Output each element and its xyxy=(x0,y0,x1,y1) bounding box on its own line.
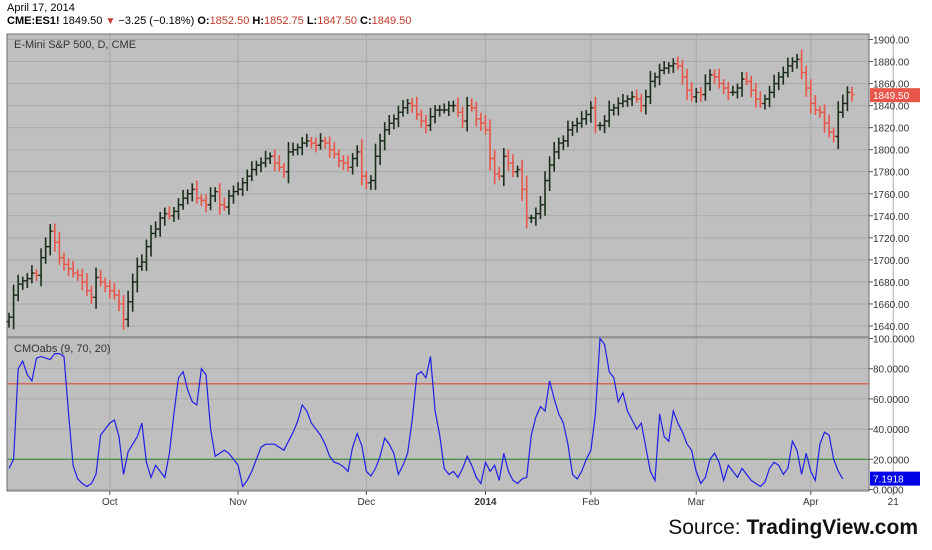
price-tick-label: 1680.00 xyxy=(873,278,910,289)
low-value: 1847.50 xyxy=(317,15,357,27)
low-label: L: xyxy=(306,15,318,27)
high-value: 1852.75 xyxy=(264,15,304,27)
chart-canvas[interactable]: 1640.00 1660.00 1680.00 1700.00 1720.00 1740.… xyxy=(0,0,932,510)
chart-frame xyxy=(6,33,870,492)
open-label: O: xyxy=(197,15,210,27)
time-tick-label: Oct xyxy=(102,497,118,508)
chart-background xyxy=(7,34,869,491)
price-change: −3.25 (−0.18%) xyxy=(118,15,195,27)
cmo-tick-label: 40.0000 xyxy=(873,425,910,436)
down-arrow-icon: ▼ xyxy=(105,16,116,27)
price-tick-label: 1860.00 xyxy=(873,80,910,91)
cmo-tick-label: 80.0000 xyxy=(873,365,910,376)
time-tick-label: Dec xyxy=(357,497,375,508)
main-chart-title: E-Mini S&P 500, D, CME xyxy=(14,39,136,51)
cmo-tick-label: 100.0000 xyxy=(873,335,915,346)
price-tick-label: 1700.00 xyxy=(873,256,910,267)
time-tick-label: Apr xyxy=(803,497,819,508)
time-axis[interactable]: Oct Nov Dec 2014 Feb Mar Apr 21 xyxy=(102,491,899,508)
price-axis[interactable]: 1640.00 1660.00 1680.00 1700.00 1720.00 1740.… xyxy=(869,36,920,333)
price-tick-label: 1820.00 xyxy=(873,124,910,135)
cmo-axis[interactable]: 0.0000 20.0000 40.0000 60.0000 80.0000 100.00… xyxy=(869,335,920,497)
price-tick-label: 1760.00 xyxy=(873,190,910,201)
price-tick-label: 1780.00 xyxy=(873,168,910,179)
cmo-line xyxy=(8,336,844,488)
last-price: 1849.50 xyxy=(62,15,103,27)
open-value: 1852.50 xyxy=(209,15,250,27)
source-credit: Source: TradingView.com xyxy=(668,516,918,540)
cmo-tick-label: 0.0000 xyxy=(873,485,904,496)
cmo-value-badge xyxy=(870,471,920,486)
symbol-label: CME:ES1! xyxy=(7,15,60,27)
price-tick-label: 1660.00 xyxy=(873,300,910,311)
price-tick-label: 1900.00 xyxy=(873,36,910,47)
last-price-badge-text: 1849.50 xyxy=(873,91,910,102)
time-tick-label: 2014 xyxy=(474,497,497,508)
source-prefix: Source: xyxy=(668,516,741,539)
price-tick-label: 1720.00 xyxy=(873,234,910,245)
indicator-title: CMOabs (9, 70, 20) xyxy=(14,343,111,355)
high-label: H: xyxy=(252,15,264,27)
time-tick-label: 21 xyxy=(888,497,900,508)
time-tick-label: Nov xyxy=(229,497,247,508)
price-tick-label: 1740.00 xyxy=(873,212,910,223)
time-tick-label: Feb xyxy=(582,497,600,508)
price-bar xyxy=(849,86,855,102)
cmo-pane xyxy=(7,336,869,488)
cmo-tick-label: 20.0000 xyxy=(873,455,910,466)
price-tick-label: 1880.00 xyxy=(873,58,910,69)
ohlc-readout: CME:ES1! 1849.50 ▼ −3.25 (−0.18%) O:1852… xyxy=(7,15,411,27)
cmo-value-badge-text: 7.1918 xyxy=(873,475,904,486)
grid-lines xyxy=(7,34,894,491)
time-tick-label: Mar xyxy=(688,497,706,508)
close-label: C: xyxy=(360,15,372,27)
last-price-badge xyxy=(870,88,920,103)
close-value: 1849.50 xyxy=(371,15,412,27)
cmo-tick-label: 60.0000 xyxy=(873,395,910,406)
price-tick-label: 1800.00 xyxy=(873,146,910,157)
price-tick-label: 1640.00 xyxy=(873,322,910,333)
price-tick-label: 1840.00 xyxy=(873,102,910,113)
chart-date: April 17, 2014 xyxy=(7,2,75,14)
source-brand: TradingView.com xyxy=(746,516,918,539)
price-bars xyxy=(6,49,855,330)
